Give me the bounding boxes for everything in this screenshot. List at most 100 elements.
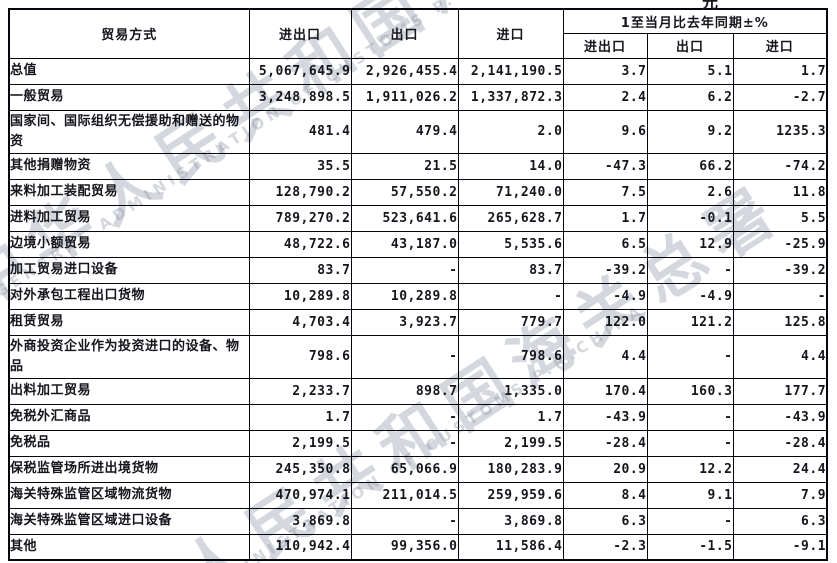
table-row: 边境小额贸易 48,722.6 43,187.0 5,535.6 6.5 12.9 -25.… xyxy=(8,230,828,258)
cell-total: 1.7 xyxy=(248,403,352,431)
cell-yoy-total: 9.6 xyxy=(562,109,648,154)
column-header-trade-mode: 贸易方式 xyxy=(8,8,250,59)
cell-yoy-import: 4.4 xyxy=(732,334,828,379)
row-label: 对外承包工程出口货物 xyxy=(8,282,250,310)
row-label: 出料加工贸易 xyxy=(8,377,250,405)
cell-export: 65,066.9 xyxy=(350,455,459,483)
cell-total: 5,067,645.9 xyxy=(248,57,352,85)
cell-yoy-export: - xyxy=(646,256,734,284)
cell-import: 14.0 xyxy=(457,152,564,180)
cell-yoy-import: -43.9 xyxy=(732,403,828,431)
cell-yoy-import: -28.4 xyxy=(732,429,828,457)
cell-yoy-import: 6.3 xyxy=(732,507,828,535)
cell-export: - xyxy=(350,256,459,284)
cell-yoy-import: - xyxy=(732,282,828,310)
cell-total: 2,233.7 xyxy=(248,377,352,405)
table-row: 其他捐赠物资 35.5 21.5 14.0 -47.3 66.2 -74.2 xyxy=(8,152,828,180)
cell-yoy-import: -74.2 xyxy=(732,152,828,180)
table-row: 加工贸易进口设备 83.7-83.7 -39.2- -39.2 xyxy=(8,256,828,284)
column-header-yoy-export: 出口 xyxy=(646,32,734,59)
column-header-import: 进口 xyxy=(457,8,564,59)
cell-import: 779.7 xyxy=(457,308,564,336)
cell-yoy-total: -28.4 xyxy=(562,429,648,457)
row-label: 其他 xyxy=(8,533,250,561)
cell-export: - xyxy=(350,403,459,431)
cell-yoy-total: -39.2 xyxy=(562,256,648,284)
cell-export: - xyxy=(350,429,459,457)
cell-yoy-total: 3.7 xyxy=(562,57,648,85)
cell-total: 2,199.5 xyxy=(248,429,352,457)
cell-import: 1,335.0 xyxy=(457,377,564,405)
cell-export: 1,911,026.2 xyxy=(350,83,459,111)
cell-yoy-import: 11.8 xyxy=(732,178,828,206)
row-label: 免税品 xyxy=(8,429,250,457)
cell-total: 110,942.4 xyxy=(248,533,352,561)
cell-yoy-export: 160.3 xyxy=(646,377,734,405)
cell-yoy-total: -43.9 xyxy=(562,403,648,431)
table-row: 总值 5,067,645.9 2,926,455.4 2,141,190.5 3.7 5.… xyxy=(8,57,828,85)
row-label: 保税监管场所进出境货物 xyxy=(8,455,250,483)
cell-yoy-export: 9.1 xyxy=(646,481,734,509)
cell-yoy-import: 177.7 xyxy=(732,377,828,405)
column-header-total: 进出口 xyxy=(248,8,352,59)
table-row: 外商投资企业作为投资进口的设备、物品 798.6-798.6 4.4-4.4 xyxy=(8,334,828,379)
table-row: 出料加工贸易 2,233.7 898.7 1,335.0 170.4 160.3 177.7 xyxy=(8,377,828,405)
cell-export: 211,014.5 xyxy=(350,481,459,509)
trade-mode-statistics-table: 贸易方式 进出口 出口 进口 1至当月比去年同期±% 进出口 出口 进口 总值 5… xyxy=(8,8,829,561)
cell-import: 798.6 xyxy=(457,334,564,379)
table-row: 对外承包工程出口货物 10,289.8 10,289.8- -4.9 -4.9- xyxy=(8,282,828,310)
cell-total: 245,350.8 xyxy=(248,455,352,483)
cell-total: 798.6 xyxy=(248,334,352,379)
cell-import: 5,535.6 xyxy=(457,230,564,258)
row-label: 边境小额贸易 xyxy=(8,230,250,258)
cell-yoy-export: -0.1 xyxy=(646,204,734,232)
cell-total: 789,270.2 xyxy=(248,204,352,232)
cell-yoy-export: -4.9 xyxy=(646,282,734,310)
cell-import: 2.0 xyxy=(457,109,564,154)
cell-total: 4,703.4 xyxy=(248,308,352,336)
cell-export: 21.5 xyxy=(350,152,459,180)
cell-yoy-total: -2.3 xyxy=(562,533,648,561)
table-row: 海关特殊监管区域物流货物 470,974.1 211,014.5 259,959.6 8… xyxy=(8,481,828,509)
header-row-sub: 进出口 出口 进口 xyxy=(9,32,828,59)
row-label: 海关特殊监管区域进口设备 xyxy=(8,507,250,535)
cell-import: 11,586.4 xyxy=(457,533,564,561)
cell-export: 523,641.6 xyxy=(350,204,459,232)
column-header-yoy-span: 1至当月比去年同期±% xyxy=(562,8,828,34)
cell-yoy-import: -25.9 xyxy=(732,230,828,258)
cell-yoy-export: 6.2 xyxy=(646,83,734,111)
cell-yoy-import: 1235.3 xyxy=(732,109,828,154)
row-label: 其他捐赠物资 xyxy=(8,152,250,180)
row-label: 海关特殊监管区域物流货物 xyxy=(8,481,250,509)
cell-yoy-export: 12.9 xyxy=(646,230,734,258)
row-label: 外商投资企业作为投资进口的设备、物品 xyxy=(8,334,250,379)
cell-yoy-export: -1.5 xyxy=(646,533,734,561)
cell-import: 265,628.7 xyxy=(457,204,564,232)
cell-total: 48,722.6 xyxy=(248,230,352,258)
cell-yoy-total: -47.3 xyxy=(562,152,648,180)
cell-yoy-total: 6.5 xyxy=(562,230,648,258)
cell-yoy-total: 4.4 xyxy=(562,334,648,379)
cell-export: - xyxy=(350,507,459,535)
cell-yoy-total: 122.0 xyxy=(562,308,648,336)
cell-yoy-export: 66.2 xyxy=(646,152,734,180)
cell-yoy-export: 5.1 xyxy=(646,57,734,85)
row-label: 一般贸易 xyxy=(8,83,250,111)
row-label: 总值 xyxy=(8,57,250,85)
cell-total: 128,790.2 xyxy=(248,178,352,206)
cell-yoy-total: 1.7 xyxy=(562,204,648,232)
table-row: 租赁贸易 4,703.4 3,923.7 779.7 122.0 121.2 125.8 xyxy=(8,308,828,336)
cell-import: 259,959.6 xyxy=(457,481,564,509)
cell-yoy-export: 9.2 xyxy=(646,109,734,154)
table-row: 一般贸易 3,248,898.5 1,911,026.2 1,337,872.3 2.4… xyxy=(8,83,828,111)
cell-total: 481.4 xyxy=(248,109,352,154)
cell-yoy-import: 24.4 xyxy=(732,455,828,483)
cell-import: - xyxy=(457,282,564,310)
column-header-yoy-import: 进口 xyxy=(732,32,828,59)
cell-import: 2,141,190.5 xyxy=(457,57,564,85)
cell-total: 10,289.8 xyxy=(248,282,352,310)
cell-export: 898.7 xyxy=(350,377,459,405)
cell-yoy-total: 20.9 xyxy=(562,455,648,483)
table-row: 海关特殊监管区域进口设备 3,869.8-3,869.8 6.3-6.3 xyxy=(8,507,828,535)
cell-total: 35.5 xyxy=(248,152,352,180)
